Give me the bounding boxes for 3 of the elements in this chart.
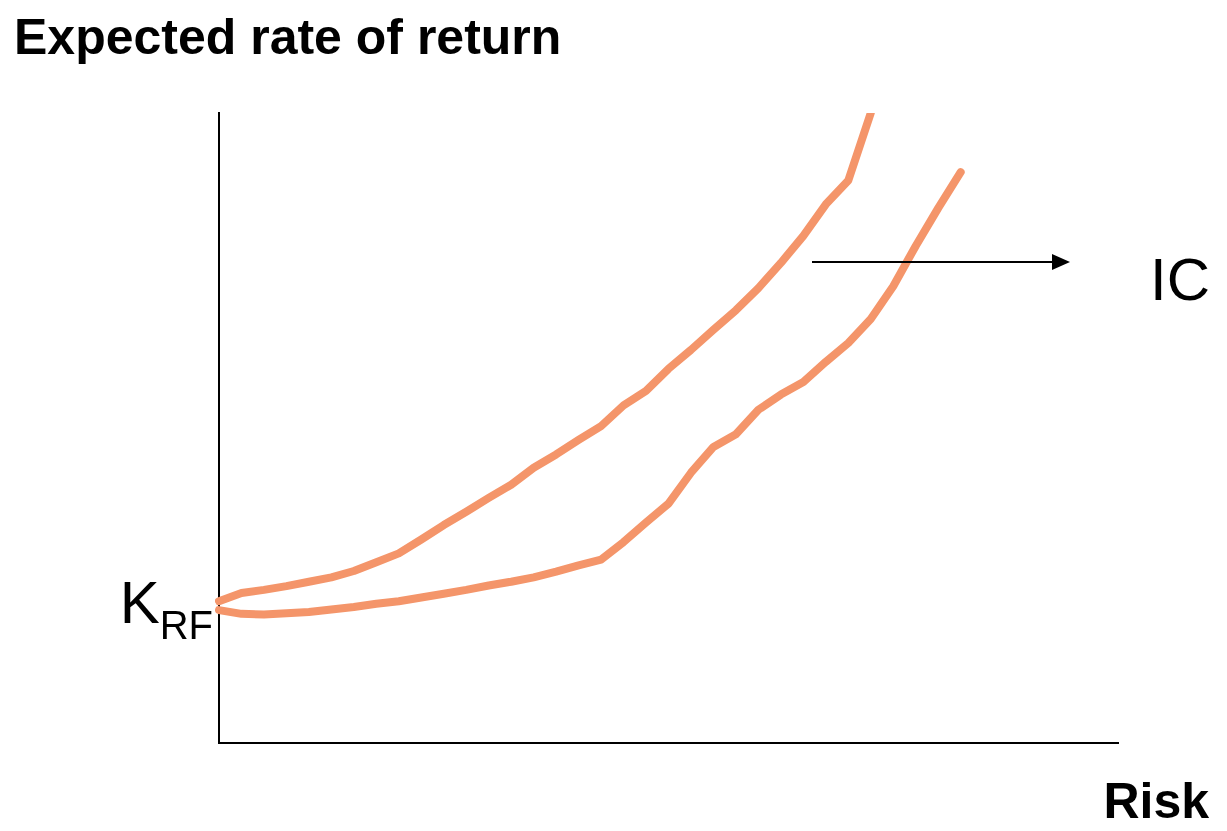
y-axis-title: Expected rate of return xyxy=(14,8,562,66)
x-axis-title: Risk xyxy=(1103,772,1209,830)
text: IC xyxy=(1150,246,1210,313)
